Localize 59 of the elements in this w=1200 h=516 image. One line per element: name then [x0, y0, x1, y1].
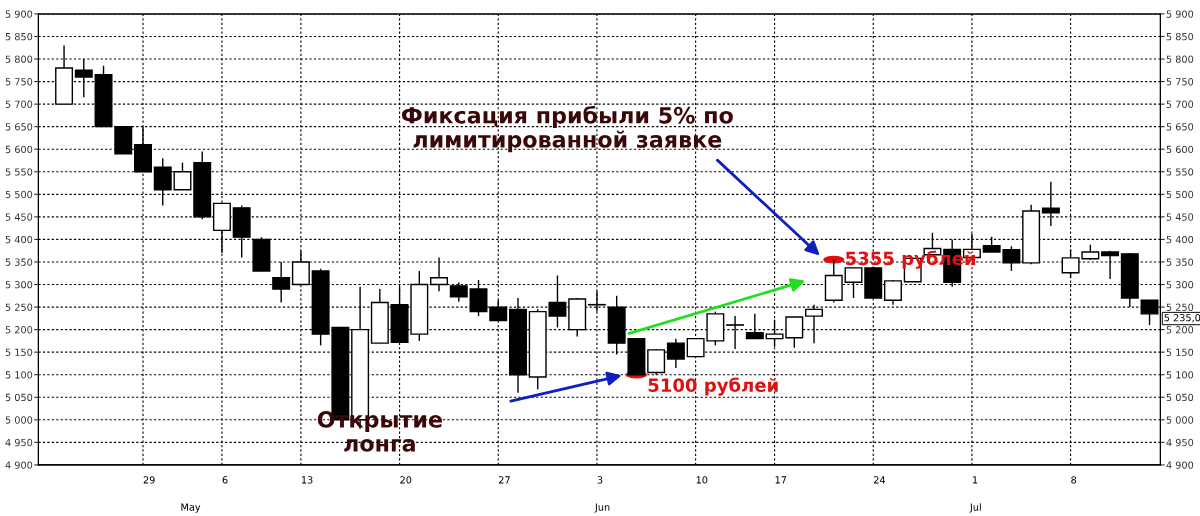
x-tick-label: 17 — [775, 476, 787, 484]
y-tick-label: 5 400 — [5, 235, 33, 244]
y2-tick-label: 5 000 — [1166, 416, 1194, 424]
y2-tick-label: 4 900 — [1166, 461, 1194, 469]
y2-tick-label: 5 800 — [1166, 55, 1194, 63]
y2-tick-label: 5 400 — [1166, 235, 1194, 244]
annotation: 5100 рублей — [648, 377, 778, 396]
y2-tick-label: 5 750 — [1166, 78, 1194, 86]
y2-tick-label: 5 850 — [1166, 32, 1194, 41]
y-tick-label: 5 900 — [5, 10, 33, 18]
y-tick-label: 5 600 — [5, 145, 33, 154]
y-tick-label: 5 250 — [5, 303, 33, 311]
y-tick-label: 4 900 — [5, 461, 33, 469]
y-tick-label: 5 550 — [5, 168, 33, 176]
text: Jul — [969, 503, 981, 513]
y2-tick-label: 5 100 — [1166, 371, 1194, 379]
y-tick-label: 5 050 — [5, 393, 33, 402]
y2-tick-label: 5 350 — [1166, 258, 1194, 266]
y2-tick-label: 5 700 — [1166, 100, 1194, 108]
y2-tick-label: 5 300 — [1166, 281, 1194, 289]
x-tick-label: 13 — [301, 476, 313, 484]
x-tick-label: 1 — [972, 476, 978, 484]
x-tick-label: 29 — [143, 476, 155, 484]
y2-tick-label: 5 450 — [1166, 213, 1194, 221]
text: 5 235,0 — [1164, 314, 1200, 323]
y2-tick-label: 5 050 — [1166, 393, 1194, 402]
annotation: Фиксация прибыли 5% по лимитированной заявке — [401, 105, 733, 153]
x-tick-label: 20 — [400, 476, 412, 484]
x-tick-label: 3 — [597, 476, 603, 484]
y2-tick-label: 5 900 — [1166, 10, 1194, 18]
y-tick-label: 5 150 — [5, 348, 33, 356]
y-tick-label: 5 700 — [5, 100, 33, 108]
y2-tick-label: 5 550 — [1166, 168, 1194, 176]
y-tick-label: 5 650 — [5, 123, 33, 131]
y-tick-label: 5 850 — [5, 32, 33, 41]
x-tick-label: 24 — [873, 476, 886, 484]
y-tick-label: 5 750 — [5, 78, 33, 86]
y2-tick-label: 5 600 — [1166, 145, 1194, 154]
x-tick-label: 8 — [1071, 476, 1077, 484]
y2-tick-label: 5 650 — [1166, 123, 1194, 131]
text: Jun — [594, 503, 610, 513]
y2-tick-label: 5 250 — [1166, 303, 1194, 311]
text: May — [181, 503, 201, 513]
y2-tick-label: 4 950 — [1166, 438, 1194, 447]
x-tick-label: 27 — [498, 476, 510, 484]
y2-tick-label: 5 150 — [1166, 348, 1194, 356]
x-tick-label: 10 — [696, 476, 708, 484]
y2-tick-label: 5 200 — [1166, 326, 1194, 334]
y-tick-label: 5 500 — [5, 190, 33, 199]
y-tick-label: 5 200 — [5, 326, 33, 334]
y-tick-label: 5 000 — [5, 416, 33, 424]
x-tick-label: 6 — [222, 476, 228, 484]
y-tick-label: 4 950 — [5, 438, 33, 447]
y2-tick-label: 5 500 — [1166, 190, 1194, 199]
y-tick-label: 5 800 — [5, 55, 33, 63]
y-tick-label: 5 300 — [5, 281, 33, 289]
y-tick-label: 5 350 — [5, 258, 33, 266]
y-tick-label: 5 450 — [5, 213, 33, 221]
y-tick-label: 5 100 — [5, 371, 33, 379]
